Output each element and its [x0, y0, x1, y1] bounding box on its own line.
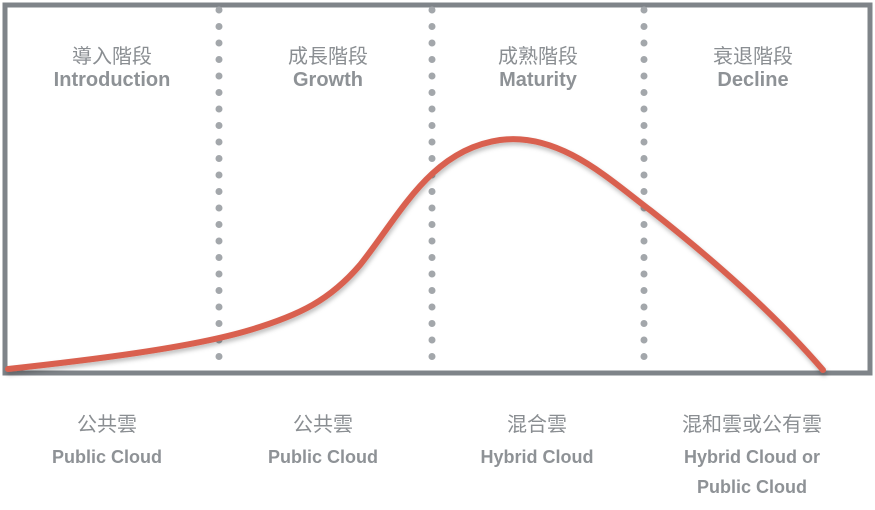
cloud-zh: 混和雲或公有雲 [682, 414, 822, 436]
cloud-zh: 混合雲 [507, 414, 567, 436]
stage-zh: 成長階段 [288, 46, 368, 68]
cloud-zh: 公共雲 [77, 414, 137, 436]
cloud-en: Public Cloud [52, 447, 162, 467]
cloud-zh: 公共雲 [293, 414, 353, 436]
stage-en: Growth [293, 69, 363, 91]
cloud-en: Public Cloud [268, 447, 378, 467]
stage-en: Introduction [53, 69, 171, 91]
stage-zh: 衰退階段 [713, 46, 793, 68]
lifecycle-curve [5, 136, 826, 373]
cloud-en: Hybrid Cloud [480, 447, 594, 467]
cloud-en: Hybrid Cloud or Public Cloud [684, 447, 820, 497]
frame [2, 2, 873, 376]
stage-en: Maturity [499, 69, 577, 91]
stage-en: Decline [717, 69, 789, 91]
stage-zh: 成熟階段 [498, 46, 578, 68]
stage-dividers [215, 6, 648, 369]
stage-zh: 導入階段 [72, 46, 152, 68]
